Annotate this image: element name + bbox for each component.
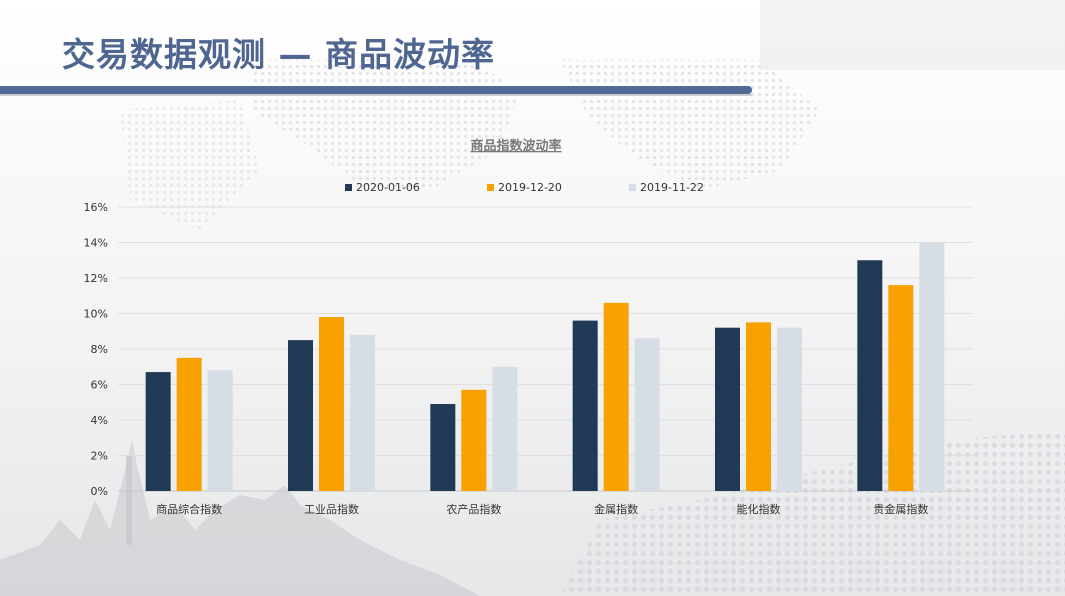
y-tick-label: 2% [91,450,108,463]
chart-legend: 2020-01-06 2019-12-20 2019-11-22 [345,181,704,194]
y-tick-label: 8% [91,343,108,356]
x-tick-label: 工业品指数 [304,502,359,516]
bar [176,357,202,491]
x-tick-label: 贵金属指数 [873,502,928,516]
y-tick-label: 6% [91,379,108,392]
legend-label: 2020-01-06 [356,181,420,194]
x-axis: 商品综合指数 工业品指数 农产品指数 金属指数 能化指数 贵金属指数 [156,502,928,516]
legend-label: 2019-11-22 [640,181,704,194]
x-tick-label: 商品综合指数 [156,502,222,516]
bar [145,372,171,491]
y-tick-label: 14% [84,237,108,250]
bar [350,334,375,491]
page-title: 交易数据观测 — 商品波动率 [62,35,495,74]
legend-swatch [629,184,636,191]
x-tick-label: 能化指数 [737,502,781,516]
bar [857,260,883,491]
legend-swatch [345,184,352,191]
bar [715,327,740,491]
title-band-shadow [0,94,752,96]
title-band [0,86,752,94]
y-tick-label: 16% [84,201,108,214]
bar [603,302,629,491]
y-tick-label: 12% [84,272,108,285]
y-tick-label: 0% [91,485,108,498]
y-tick-label: 4% [91,414,108,427]
x-tick-label: 金属指数 [594,502,638,516]
legend-swatch [487,184,494,191]
bar [634,338,660,491]
bar [919,242,945,491]
bar [430,404,456,491]
bar [888,285,914,491]
x-tick-label: 农产品指数 [446,502,501,516]
bar [288,340,313,491]
chart-title: 商品指数波动率 [470,138,561,154]
y-axis: 0% 2% 4% 6% 8% 10% 12% 14% 16% [84,201,108,498]
legend-label: 2019-12-20 [498,181,562,194]
bar [572,320,598,491]
bar [777,327,802,491]
y-tick-label: 10% [84,308,108,321]
chart-grid [118,206,972,492]
bar [492,366,518,491]
chart-bars [145,242,945,491]
bar [746,322,771,491]
bar [319,317,344,491]
bar [461,389,487,491]
bar [207,370,233,491]
